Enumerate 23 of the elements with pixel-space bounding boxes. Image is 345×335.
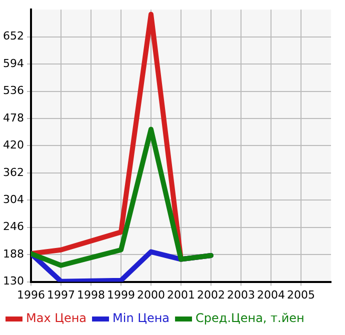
y-tick-label: 652 xyxy=(2,30,24,43)
x-tick-label: 2000 xyxy=(136,288,165,302)
x-tick-label: 1996 xyxy=(16,288,45,302)
x-tick-label: 2005 xyxy=(287,288,315,302)
y-tick-label: 188 xyxy=(2,247,24,260)
y-tick-label: 246 xyxy=(2,220,24,234)
y-tick-label: 130 xyxy=(2,274,24,288)
x-tick-label: 2003 xyxy=(227,288,255,302)
x-tick-label: 2004 xyxy=(257,288,285,302)
legend-label: Min Цена xyxy=(112,311,170,326)
x-tick-label: 1998 xyxy=(76,288,105,302)
x-tick-label: 1999 xyxy=(106,288,135,302)
y-tick-label: 478 xyxy=(2,111,24,124)
y-tick-label: 420 xyxy=(2,138,24,152)
x-tick-label: 1997 xyxy=(46,288,75,302)
y-tick-label: 594 xyxy=(2,56,24,70)
y-tick-label: 536 xyxy=(2,84,24,98)
y-tick-label: 362 xyxy=(2,166,24,179)
y-tick-label: 304 xyxy=(2,193,24,206)
legend-label: Сред.Цена, т.йен xyxy=(196,311,304,326)
x-tick-label: 2001 xyxy=(167,288,195,302)
x-tick-label: 2002 xyxy=(197,288,225,302)
legend-label: Max Цена xyxy=(26,311,87,326)
